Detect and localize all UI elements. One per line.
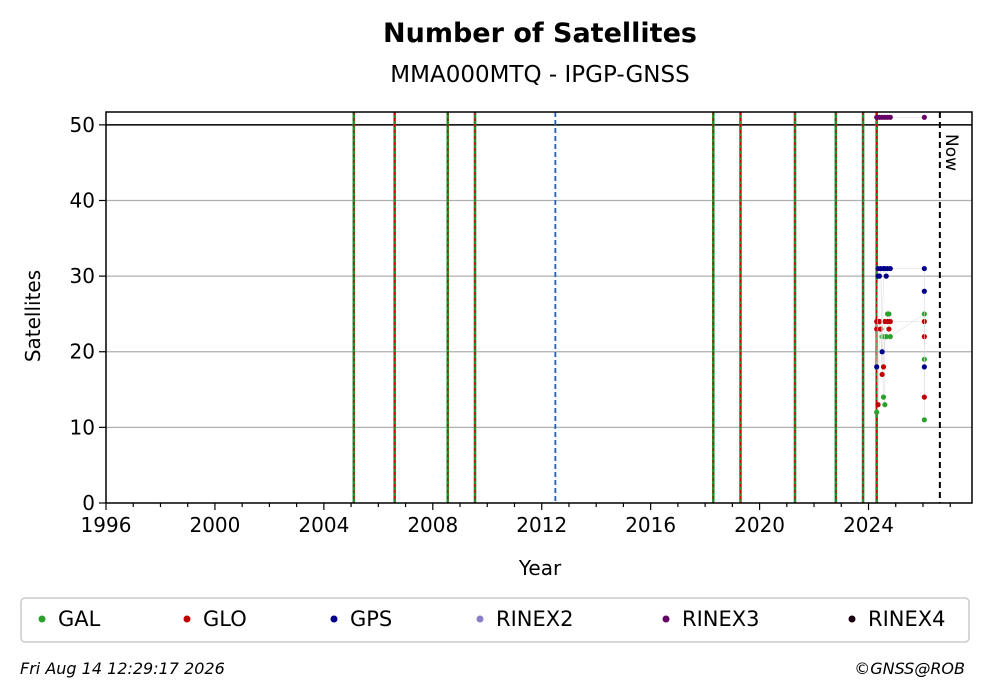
point-glo <box>887 318 893 325</box>
point-gps <box>883 273 889 279</box>
legend-marker <box>476 615 484 623</box>
point-glo <box>876 318 883 325</box>
point-gps <box>874 364 880 370</box>
legend-item-gps: GPS <box>330 607 392 631</box>
y-tick-label: 0 <box>82 491 95 515</box>
legend-item-rinex4: RINEX4 <box>848 607 946 631</box>
point-gal <box>874 409 880 415</box>
point-rinex3 <box>921 114 927 120</box>
grid-lines <box>106 124 972 428</box>
data-series <box>874 114 927 423</box>
legend-item-rinex2: RINEX2 <box>476 607 574 631</box>
legend-marker <box>848 615 856 623</box>
legend-item-rinex3: RINEX3 <box>662 607 760 631</box>
x-tick-label: 2000 <box>189 513 240 537</box>
x-tick-label: 2024 <box>843 513 894 537</box>
footer-timestamp: Fri Aug 14 12:29:17 2026 <box>20 659 225 678</box>
event-lines <box>352 112 941 503</box>
point-glo <box>921 394 927 400</box>
point-glo <box>875 402 881 408</box>
chart-title: Number of Satellites <box>383 18 697 49</box>
x-axis-label: Year <box>518 556 562 580</box>
legend-label: RINEX2 <box>496 607 574 631</box>
point-rinex3 <box>887 114 893 120</box>
y-tick-label: 10 <box>70 415 95 439</box>
point-glo <box>886 326 892 332</box>
point-gal <box>921 417 927 423</box>
point-gal <box>883 334 889 340</box>
point-gps <box>887 265 893 272</box>
legend-label: GAL <box>58 607 101 631</box>
footer-credit: ©GNSS@ROB <box>854 659 965 678</box>
point-gps <box>879 349 885 355</box>
legend-marker <box>183 615 191 623</box>
point-gal <box>880 394 887 400</box>
y-tick-label: 30 <box>70 264 95 288</box>
point-glo <box>880 364 887 370</box>
point-gal <box>882 402 888 408</box>
legend-marker <box>330 615 338 623</box>
series-trace-glo <box>876 321 925 405</box>
x-tick-label: 1996 <box>81 513 132 537</box>
y-tick-label: 20 <box>70 340 95 364</box>
x-tick-label: 2012 <box>516 513 567 537</box>
chart-subtitle: MMA000MTQ - IPGP-GNSS <box>390 62 689 88</box>
y-tick-label: 40 <box>70 188 95 212</box>
y-axis-label: Satellites <box>21 270 45 362</box>
axis-ticks: 1996 2000 2004 2008 2012 2016 2020 2024 0 10 20 30 4… <box>70 113 951 537</box>
point-gps <box>921 364 927 370</box>
legend-item-glo: GLO <box>183 607 247 631</box>
legend-label: GLO <box>203 607 247 631</box>
legend-item-gal: GAL <box>38 607 101 631</box>
point-glo <box>879 371 885 378</box>
legend-box <box>20 597 970 643</box>
x-tick-label: 2008 <box>407 513 458 537</box>
x-tick-label: 2016 <box>625 513 676 537</box>
legend-marker <box>662 615 670 623</box>
point-gal <box>887 334 893 340</box>
legend-label: RINEX4 <box>868 607 946 631</box>
point-gal <box>886 311 892 317</box>
x-tick-label: 2004 <box>298 513 349 537</box>
point-gps <box>876 273 883 279</box>
legend-label: GPS <box>350 607 392 631</box>
legend-marker <box>38 615 46 623</box>
now-label: Now <box>941 134 961 171</box>
plot-frame <box>105 111 973 504</box>
y-tick-label: 50 <box>70 113 95 137</box>
point-glo <box>874 326 880 332</box>
legend-label: RINEX3 <box>682 607 760 631</box>
legend: GAL GLO GPS RINEX2 RINEX3 RINEX4 <box>38 607 946 631</box>
point-gps <box>921 288 927 294</box>
point-gps <box>921 265 927 272</box>
x-tick-label: 2020 <box>734 513 785 537</box>
